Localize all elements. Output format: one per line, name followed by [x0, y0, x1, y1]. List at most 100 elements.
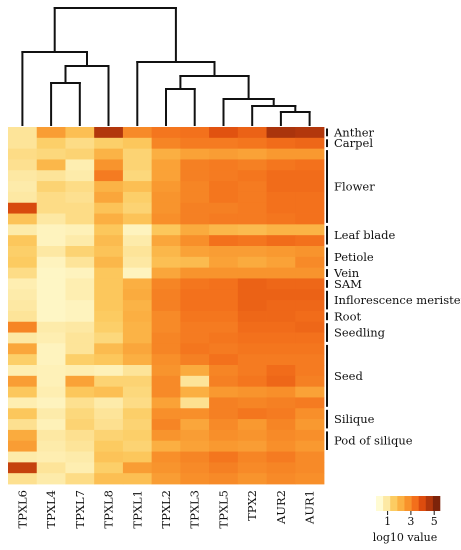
- heatmap-cell: [180, 127, 210, 139]
- heatmap-cell: [36, 267, 66, 279]
- heatmap-cell: [122, 408, 153, 420]
- heatmap-cell: [295, 170, 325, 182]
- heatmap-cell: [122, 310, 153, 323]
- heatmap-cell: [122, 473, 153, 485]
- heatmap-cell: [295, 408, 325, 420]
- heatmap-cell: [8, 462, 38, 474]
- heatmap-cell: [237, 289, 267, 301]
- heatmap-cell: [237, 202, 267, 214]
- tissue-label: Carpel: [334, 136, 373, 150]
- heatmap-cell: [237, 278, 267, 290]
- column-dendrogram: [21, 7, 311, 126]
- heatmap-cell: [266, 332, 296, 344]
- legend-swatch: [397, 496, 405, 511]
- gene-labels: TPXL6 TPXL4 TPXL7 TPXL8 TPXL1 TPXL2 TPXL3 TPXL5…: [15, 490, 316, 529]
- heatmap-cell: [122, 375, 153, 388]
- heatmap-cell: [122, 397, 153, 409]
- heatmap-cell: [65, 127, 95, 139]
- heatmap-cell: [36, 170, 66, 182]
- heatmap-cell: [94, 397, 124, 409]
- heatmap-cell: [94, 159, 124, 171]
- heatmap-cell: [8, 224, 38, 236]
- heatmap-cell: [266, 451, 296, 463]
- gene-label: TPXL4: [44, 490, 58, 529]
- tissue-label: Anther: [333, 125, 375, 139]
- heatmap-cell: [151, 321, 181, 333]
- heatmap-cell: [8, 429, 38, 442]
- heatmap-cell: [237, 386, 267, 398]
- heatmap-cell: [8, 300, 38, 312]
- heatmap-cell: [36, 202, 66, 214]
- heatmap-cell: [94, 343, 124, 355]
- heatmap-cell: [122, 224, 153, 236]
- heatmap-cell: [65, 375, 95, 388]
- heatmap-cell: [209, 289, 239, 301]
- heatmap-cell: [8, 332, 38, 344]
- heatmap-cell: [94, 321, 124, 333]
- heatmap-cell: [209, 375, 239, 388]
- heatmap-cell: [266, 170, 296, 182]
- heatmap-cell: [237, 343, 267, 355]
- heatmap-cell: [36, 137, 66, 150]
- heatmap-cell: [65, 224, 95, 236]
- heatmap-cell: [237, 300, 267, 312]
- heatmap-cell: [237, 267, 267, 279]
- heatmap-cell: [94, 310, 124, 323]
- heatmap-cell: [295, 202, 325, 214]
- heatmap-cell: [94, 408, 124, 420]
- heatmap-cell: [36, 310, 66, 323]
- heatmap-cell: [180, 365, 210, 377]
- heatmap-cell: [36, 235, 66, 247]
- heatmap-cell: [65, 246, 95, 258]
- heatmap-cell: [295, 159, 325, 171]
- gene-label: TPXL3: [188, 490, 202, 529]
- gene-label: TPX2: [245, 490, 259, 521]
- heatmap-cell: [295, 137, 325, 150]
- heatmap-cell: [94, 191, 124, 204]
- heatmap-cell: [266, 267, 296, 279]
- heatmap-cell: [122, 429, 153, 442]
- heatmap-cell: [65, 429, 95, 442]
- heatmap-cell: [8, 127, 38, 139]
- heatmap-cell: [295, 462, 325, 474]
- heatmap-cell: [209, 300, 239, 312]
- heatmap-cell: [65, 386, 95, 398]
- heatmap-cell: [237, 365, 267, 377]
- heatmap-cell: [151, 300, 181, 312]
- heatmap-cell: [94, 235, 124, 247]
- heatmap-cell: [151, 246, 181, 258]
- heatmap-cell: [151, 386, 181, 398]
- heatmap-cell: [65, 440, 95, 452]
- heatmap-cell: [237, 127, 267, 139]
- heatmap-cell: [209, 451, 239, 463]
- legend-tick-label: 5: [431, 515, 438, 528]
- heatmap-cell: [266, 191, 296, 204]
- heatmap-cell: [180, 375, 210, 388]
- heatmap-cell: [65, 289, 95, 301]
- heatmap-cell: [94, 375, 124, 388]
- heatmap-cell: [8, 397, 38, 409]
- heatmap-cell: [151, 148, 181, 160]
- heatmap-cell: [266, 148, 296, 160]
- heatmap-cell: [266, 365, 296, 377]
- heatmap-cell: [94, 256, 124, 269]
- heatmap-cell: [151, 408, 181, 420]
- heatmap-cell: [94, 278, 124, 290]
- legend-swatch: [418, 496, 427, 511]
- heatmap-cell: [122, 343, 153, 355]
- heatmap-cell: [122, 170, 153, 182]
- heatmap-cell: [94, 462, 124, 474]
- heatmap-cell: [36, 408, 66, 420]
- heatmap-cell: [8, 375, 38, 388]
- heatmap-cell: [151, 462, 181, 474]
- heatmap-cell: [209, 440, 239, 452]
- heatmap-cell: [180, 289, 210, 301]
- heatmap-cell: [180, 440, 210, 452]
- heatmap-cell: [209, 462, 239, 474]
- heatmap-cell: [36, 451, 66, 463]
- heatmap-cell: [266, 246, 296, 258]
- heatmap-cell: [122, 462, 153, 474]
- heatmap-cell: [65, 148, 95, 160]
- legend-tick-label: 3: [407, 515, 414, 528]
- heatmap-cell: [209, 256, 239, 269]
